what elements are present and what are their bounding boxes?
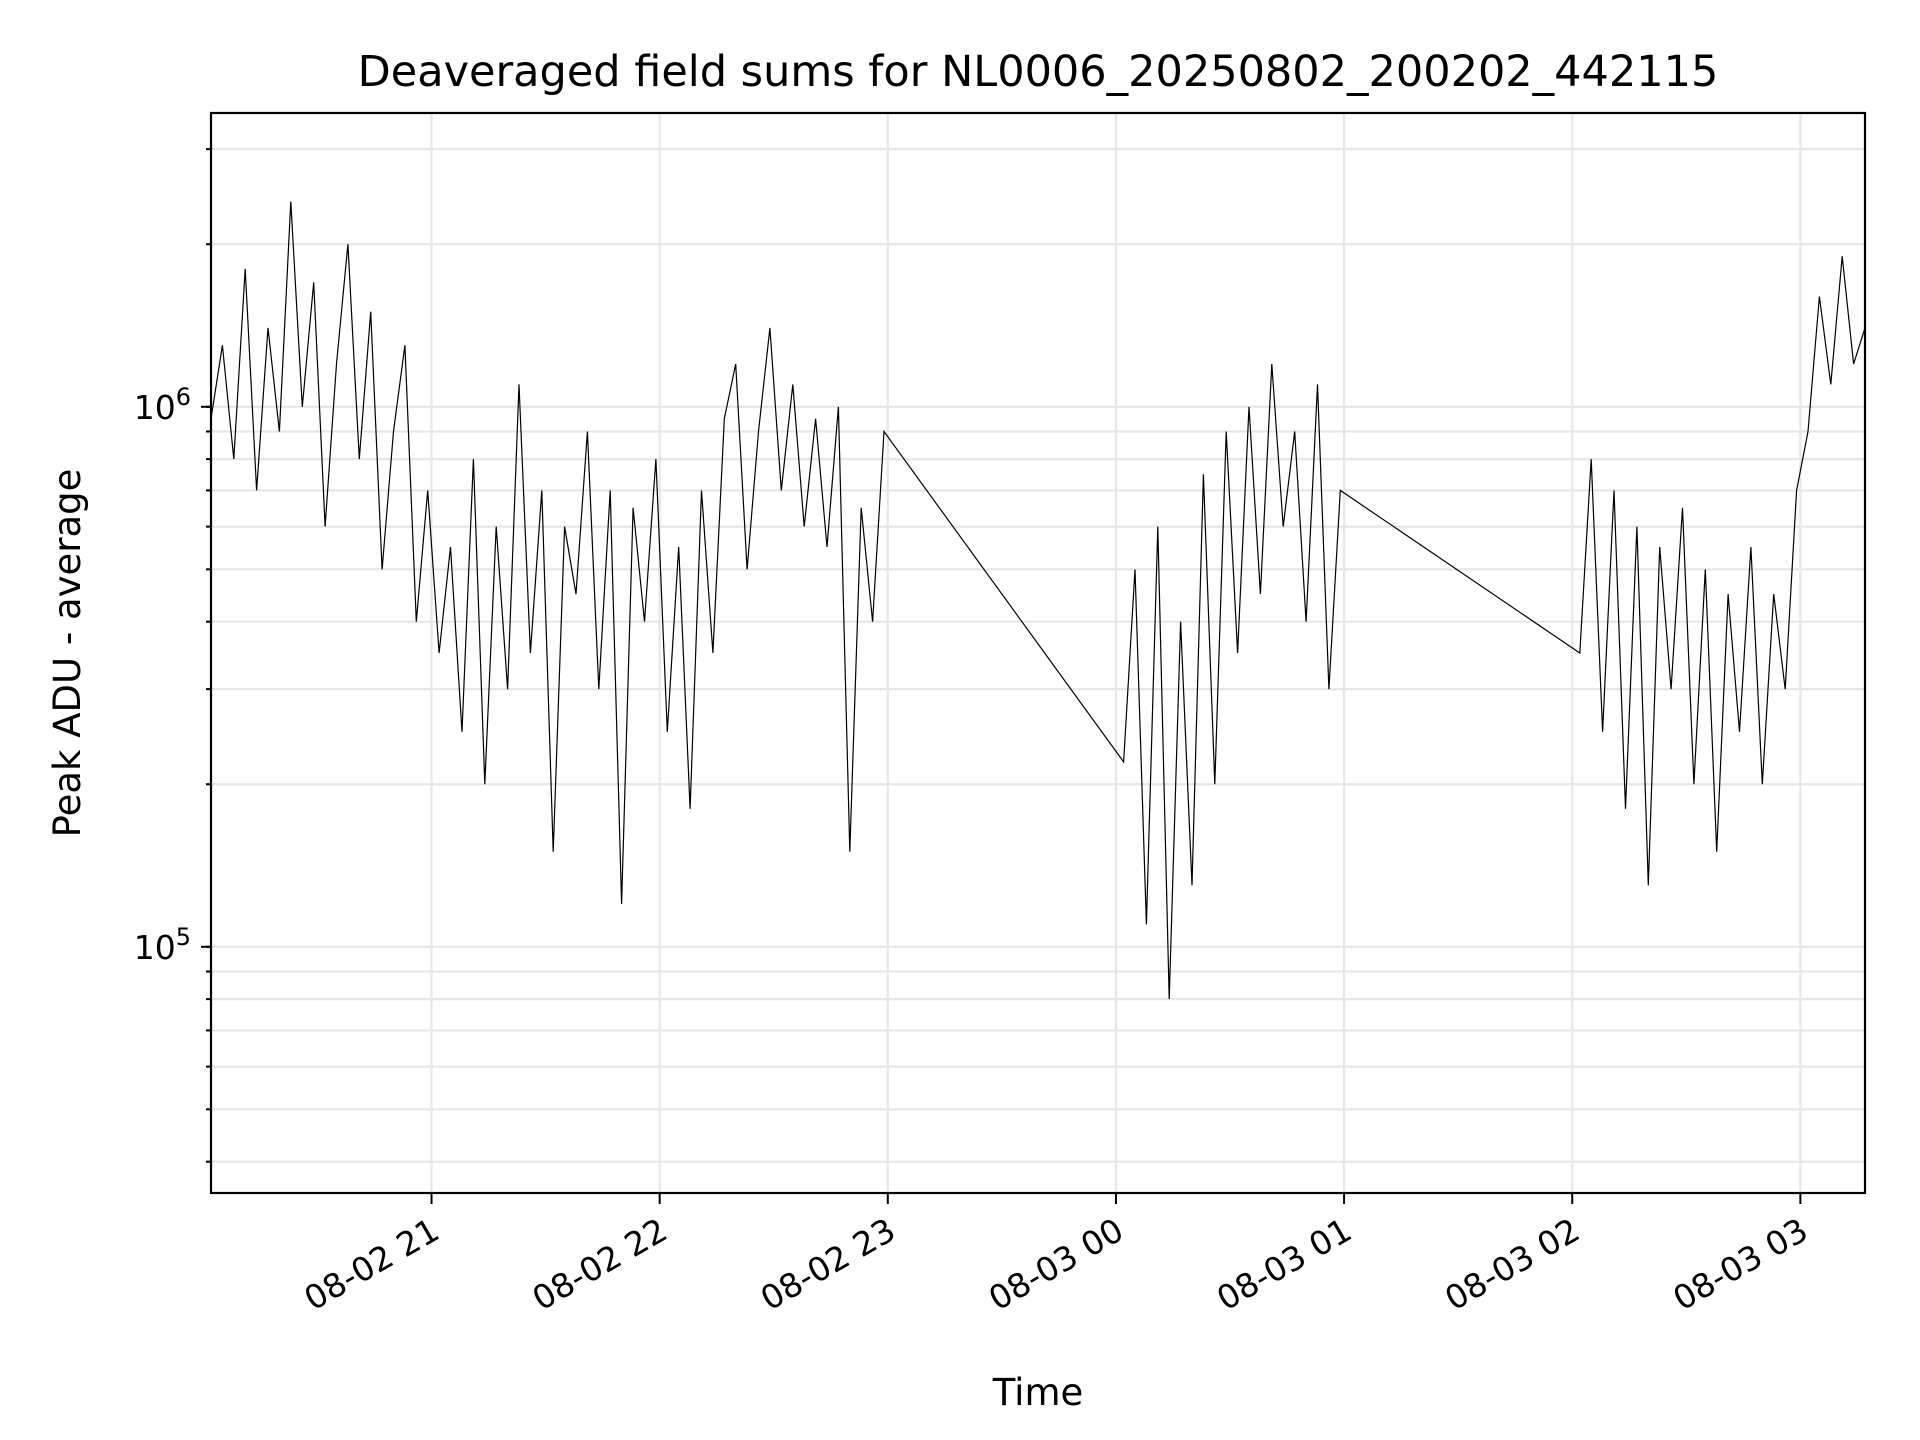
y-tick-label: 105 xyxy=(134,923,191,967)
y-axis-label: Peak ADU - average xyxy=(46,469,89,838)
chart-title: Deaveraged field sums for NL0006_2025080… xyxy=(358,47,1719,97)
series-line xyxy=(210,201,1866,1000)
plot-frame xyxy=(209,111,1867,1195)
x-axis-label: Time xyxy=(992,1371,1084,1414)
y-tick-label: 106 xyxy=(134,383,191,427)
grid xyxy=(211,113,1865,1193)
